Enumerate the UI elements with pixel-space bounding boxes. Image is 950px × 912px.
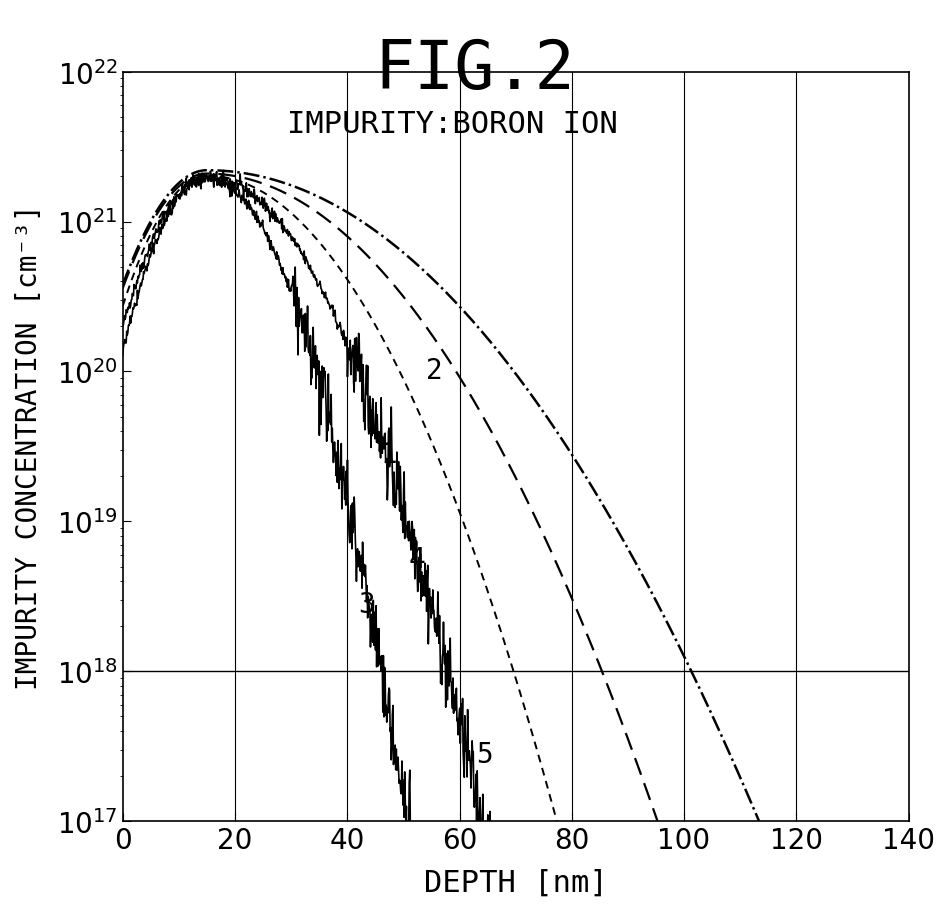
Text: 4: 4 <box>409 545 426 573</box>
X-axis label: DEPTH [nm]: DEPTH [nm] <box>424 868 607 897</box>
Text: 5: 5 <box>476 740 493 768</box>
Text: 1: 1 <box>381 440 398 468</box>
Text: FIG.2: FIG.2 <box>374 36 576 102</box>
Y-axis label: IMPURITY CONCENTRATION [cm⁻³]: IMPURITY CONCENTRATION [cm⁻³] <box>15 204 43 689</box>
Text: 3: 3 <box>358 590 375 618</box>
Text: 2: 2 <box>426 357 443 385</box>
Text: IMPURITY:BORON ION: IMPURITY:BORON ION <box>288 110 618 139</box>
